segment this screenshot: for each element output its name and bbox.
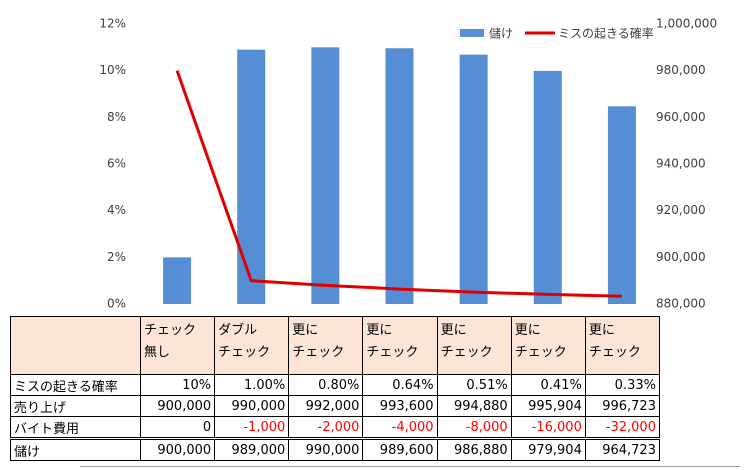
table-cell: 0.41% [510, 374, 586, 396]
bar [459, 54, 488, 304]
x-tick-label: 更に チェック [510, 316, 586, 375]
y2-tick-label: 900,000 [656, 250, 706, 264]
row-label: 売り上げ [10, 395, 141, 417]
y-tick-label: 10% [99, 63, 126, 77]
divider [80, 466, 740, 467]
y-tick-label: 0% [107, 297, 126, 311]
table-cell: -8,000 [436, 416, 512, 439]
y-tick-label: 12% [99, 17, 126, 31]
row-label: 儲け [10, 437, 141, 461]
bar [533, 70, 562, 305]
bar [237, 49, 266, 304]
legend-swatch [460, 29, 484, 37]
legend-label: ミスの起きる確率 [558, 26, 654, 41]
table-cell: 994,880 [436, 395, 512, 417]
y2-tick-label: 1,000,000 [656, 17, 717, 31]
x-tick-label: 更に チェック [362, 316, 438, 375]
table-cell: -32,000 [584, 416, 660, 439]
bar [607, 106, 636, 304]
table-cell: 990,000 [214, 395, 290, 417]
bar [311, 47, 340, 304]
data-table: チェック 無し ダブル チェック 更に チェック 更に チェック 更に チェック 更に チ… [10, 316, 660, 461]
table-cell: -1,000 [214, 416, 290, 439]
table-cell: 1.00% [214, 374, 290, 396]
table-cell: 989,600 [362, 437, 438, 461]
table-cell: -2,000 [288, 416, 364, 439]
table-cell: 0.64% [362, 374, 438, 396]
x-tick-label: 更に チェック [288, 316, 364, 375]
y-tick-label: 6% [107, 157, 126, 171]
y-tick-label: 8% [107, 110, 126, 124]
table-cell: 990,000 [288, 437, 364, 461]
table-cell: 10% [139, 374, 216, 396]
bar [163, 257, 192, 304]
y2-tick-label: 920,000 [656, 203, 706, 217]
line [175, 70, 622, 298]
y-tick-label: 2% [107, 250, 126, 264]
table-cell: 900,000 [139, 437, 216, 461]
table-cell: 0.80% [288, 374, 364, 396]
table-cell: 995,904 [510, 395, 586, 417]
table-cell: 0.33% [584, 374, 660, 396]
table-cell: 993,600 [362, 395, 438, 417]
table-cell: 0.51% [436, 374, 512, 396]
table-cell: 979,904 [510, 437, 586, 461]
table-cell: 989,000 [214, 437, 290, 461]
table-cell: 986,880 [436, 437, 512, 461]
corner-cell [10, 316, 141, 375]
chart: 0% 2% 4% 6% 8% 10% 12% 880,000 900,000 920,000 940… [99, 17, 717, 311]
x-tick-label: チェック 無し [139, 316, 216, 375]
row-label: ミスの起きる確率 [10, 374, 141, 396]
x-tick-label: 更に チェック [584, 316, 660, 375]
x-tick-label: 更に チェック [436, 316, 512, 375]
table-cell: 900,000 [139, 395, 216, 417]
table-cell: 964,723 [584, 437, 660, 461]
y2-tick-label: 980,000 [656, 63, 706, 77]
y-tick-label: 4% [107, 203, 126, 217]
y2-tick-label: 960,000 [656, 110, 706, 124]
y2-tick-label: 880,000 [656, 297, 706, 311]
table-cell: -16,000 [510, 416, 586, 439]
table-cell: 992,000 [288, 395, 364, 417]
y2-tick-label: 940,000 [656, 157, 706, 171]
bar [385, 48, 414, 305]
table-cell: 0 [139, 416, 216, 439]
table-cell: 996,723 [584, 395, 660, 417]
table-cell: -4,000 [362, 416, 438, 439]
row-label: バイト費用 [10, 416, 141, 439]
x-tick-label: ダブル チェック [214, 316, 290, 375]
legend-label: 儲け [489, 27, 513, 41]
